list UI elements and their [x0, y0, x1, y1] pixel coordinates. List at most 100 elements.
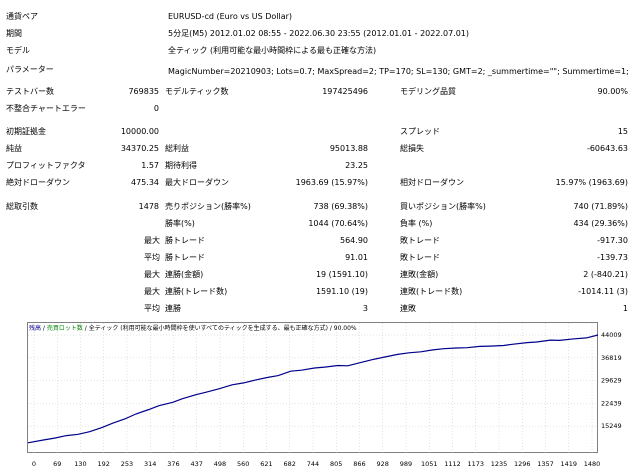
period-label: 期間 [6, 29, 22, 38]
x-tick-label: 130 [74, 460, 86, 468]
rel-drawdown-value: 15.97% (1963.69) [555, 178, 628, 187]
x-tick-label: 1051 [421, 460, 438, 468]
loss-rate-value: 434 (29.36%) [573, 219, 628, 228]
spread-value: 15 [617, 127, 628, 136]
x-tick-label: 1419 [560, 460, 577, 468]
quality-label: モデリング品質 [400, 87, 456, 96]
period-value: 5分足(M5) 2012.01.02 08:55 - 2022.06.30 23… [168, 29, 470, 38]
x-tick-label: 69 [53, 460, 61, 468]
largest-win-value: 564.90 [340, 236, 368, 245]
model-label: モデル [6, 46, 30, 55]
deposit-label: 初期証拠金 [6, 127, 46, 136]
x-tick-label: 989 [400, 460, 412, 468]
balance-series-line [27, 334, 599, 444]
win-rate-value: 1044 (70.64%) [308, 219, 368, 228]
largest-loss-value: -917.30 [597, 236, 628, 245]
x-tick-label: 498 [214, 460, 226, 468]
balance-chart: 0 69 130 192 253 314 376 437 498 560 621 682 744 805 8… [27, 322, 622, 468]
caption-balance: 残高 [29, 324, 41, 332]
largest-win-label: 勝トレード [165, 236, 205, 245]
y-tick-label: 15249 [601, 422, 622, 430]
profit-factor-label: プロフィットファクタ [6, 161, 86, 170]
net-profit-label: 純益 [6, 144, 22, 153]
bars-value: 769835 [128, 87, 159, 96]
short-positions-value: 738 (69.38%) [313, 202, 368, 211]
params-value: MagicNumber=20210903; Lots=0.7; MaxSprea… [168, 67, 629, 76]
caption-sep2: / 全ティック (利用可能な最小時間枠を使いすべてのティックを生成する、最も正確… [83, 324, 357, 332]
symbol-label: 通貨ペア [6, 12, 38, 21]
mismatch-label: 不整合チャートエラー [6, 104, 86, 113]
x-tick-label: 192 [98, 460, 110, 468]
x-tick-label: 437 [191, 460, 203, 468]
max-consec-profit-value: 1591.10 (19) [315, 287, 368, 296]
bars-label: テストバー数 [6, 87, 54, 96]
avg-consec-losses-label: 連敗 [400, 304, 416, 313]
x-tick-label: 682 [284, 460, 296, 468]
net-profit-value: 34370.25 [120, 144, 159, 153]
chart-series [27, 334, 599, 444]
ticks-label: モデルティック数 [165, 87, 229, 96]
x-tick-label: 805 [330, 460, 342, 468]
x-tick-label: 1296 [514, 460, 531, 468]
x-tick-label: 1480 [584, 460, 601, 468]
avg-consec-wins-value: 3 [362, 304, 368, 313]
caption-lots: 売買ロット数 [47, 324, 83, 332]
x-tick-label: 376 [167, 460, 179, 468]
x-tick-label: 253 [121, 460, 133, 468]
x-tick-label: 314 [144, 460, 156, 468]
chart-grid [28, 323, 598, 453]
total-trades-label: 総取引数 [6, 202, 38, 211]
x-tick-label: 621 [260, 460, 272, 468]
rel-drawdown-label: 相対ドローダウン [400, 178, 464, 187]
expected-payoff-label: 期待利得 [165, 161, 197, 170]
x-tick-label: 1112 [444, 460, 461, 468]
max-consec-wins-label: 連勝(金額) [165, 270, 204, 279]
abs-drawdown-label: 絶対ドローダウン [6, 178, 70, 187]
x-tick-label: 1173 [467, 460, 484, 468]
loss-rate-label: 負率 (%) [400, 219, 433, 228]
avg-loss-value: -139.73 [597, 253, 628, 262]
mismatch-value: 0 [153, 104, 159, 113]
x-tick-label: 866 [353, 460, 365, 468]
y-tick-label: 36819 [601, 354, 622, 362]
avg-consec-wins-label: 連勝 [165, 304, 181, 313]
win-rate-label: 勝率(%) [165, 219, 195, 228]
ticks-value: 197425496 [322, 87, 368, 96]
max-row2-label: 最大 [144, 270, 160, 279]
x-tick-label: 928 [377, 460, 389, 468]
max-consec-losses-value: 2 (-840.21) [583, 270, 628, 279]
avg-win-label: 勝トレード [165, 253, 205, 262]
caption-sep1: / [41, 325, 47, 332]
max-drawdown-value: 1963.69 (15.97%) [295, 178, 368, 187]
profit-factor-value: 1.57 [141, 161, 159, 170]
y-tick-label: 29629 [601, 377, 622, 385]
gross-profit-label: 総利益 [165, 144, 189, 153]
long-positions-label: 買いポジション(勝率%) [400, 202, 486, 211]
max-consec-profit-label: 連勝(トレード数) [165, 287, 228, 296]
y-tick-label: 22439 [601, 399, 622, 407]
short-positions-label: 売りポジション(勝率%) [165, 202, 251, 211]
gross-profit-value: 95013.88 [329, 144, 368, 153]
spread-label: スプレッド [400, 127, 440, 136]
largest-loss-label: 敗トレード [400, 236, 440, 245]
avg-loss-label: 敗トレード [400, 253, 440, 262]
abs-drawdown-value: 475.34 [131, 178, 159, 187]
max-consec-losses-label: 連敗(金額) [400, 270, 439, 279]
gross-loss-value: -60643.63 [586, 144, 628, 153]
model-value: 全ティック (利用可能な最小時間枠による最も正確な方法) [168, 46, 377, 55]
x-tick-label: 1357 [537, 460, 554, 468]
max-consec-lossamt-label: 連敗(トレード数) [400, 287, 463, 296]
avg-win-value: 91.01 [345, 253, 368, 262]
avg-row2-label: 平均 [144, 304, 160, 313]
gross-loss-label: 総損失 [400, 144, 424, 153]
chart-axes: 0 69 130 192 253 314 376 437 498 560 621 682 744 805 8… [32, 331, 622, 468]
max-row1-label: 最大 [144, 236, 160, 245]
params-label: パラメーター [6, 65, 54, 74]
expected-payoff-value: 23.25 [345, 161, 368, 170]
total-trades-value: 1478 [138, 202, 159, 211]
x-tick-label: 744 [307, 460, 319, 468]
x-tick-label: 0 [32, 460, 36, 468]
avg-row1-label: 平均 [144, 253, 160, 262]
max-drawdown-label: 最大ドローダウン [165, 178, 229, 187]
max-row3-label: 最大 [144, 287, 160, 296]
